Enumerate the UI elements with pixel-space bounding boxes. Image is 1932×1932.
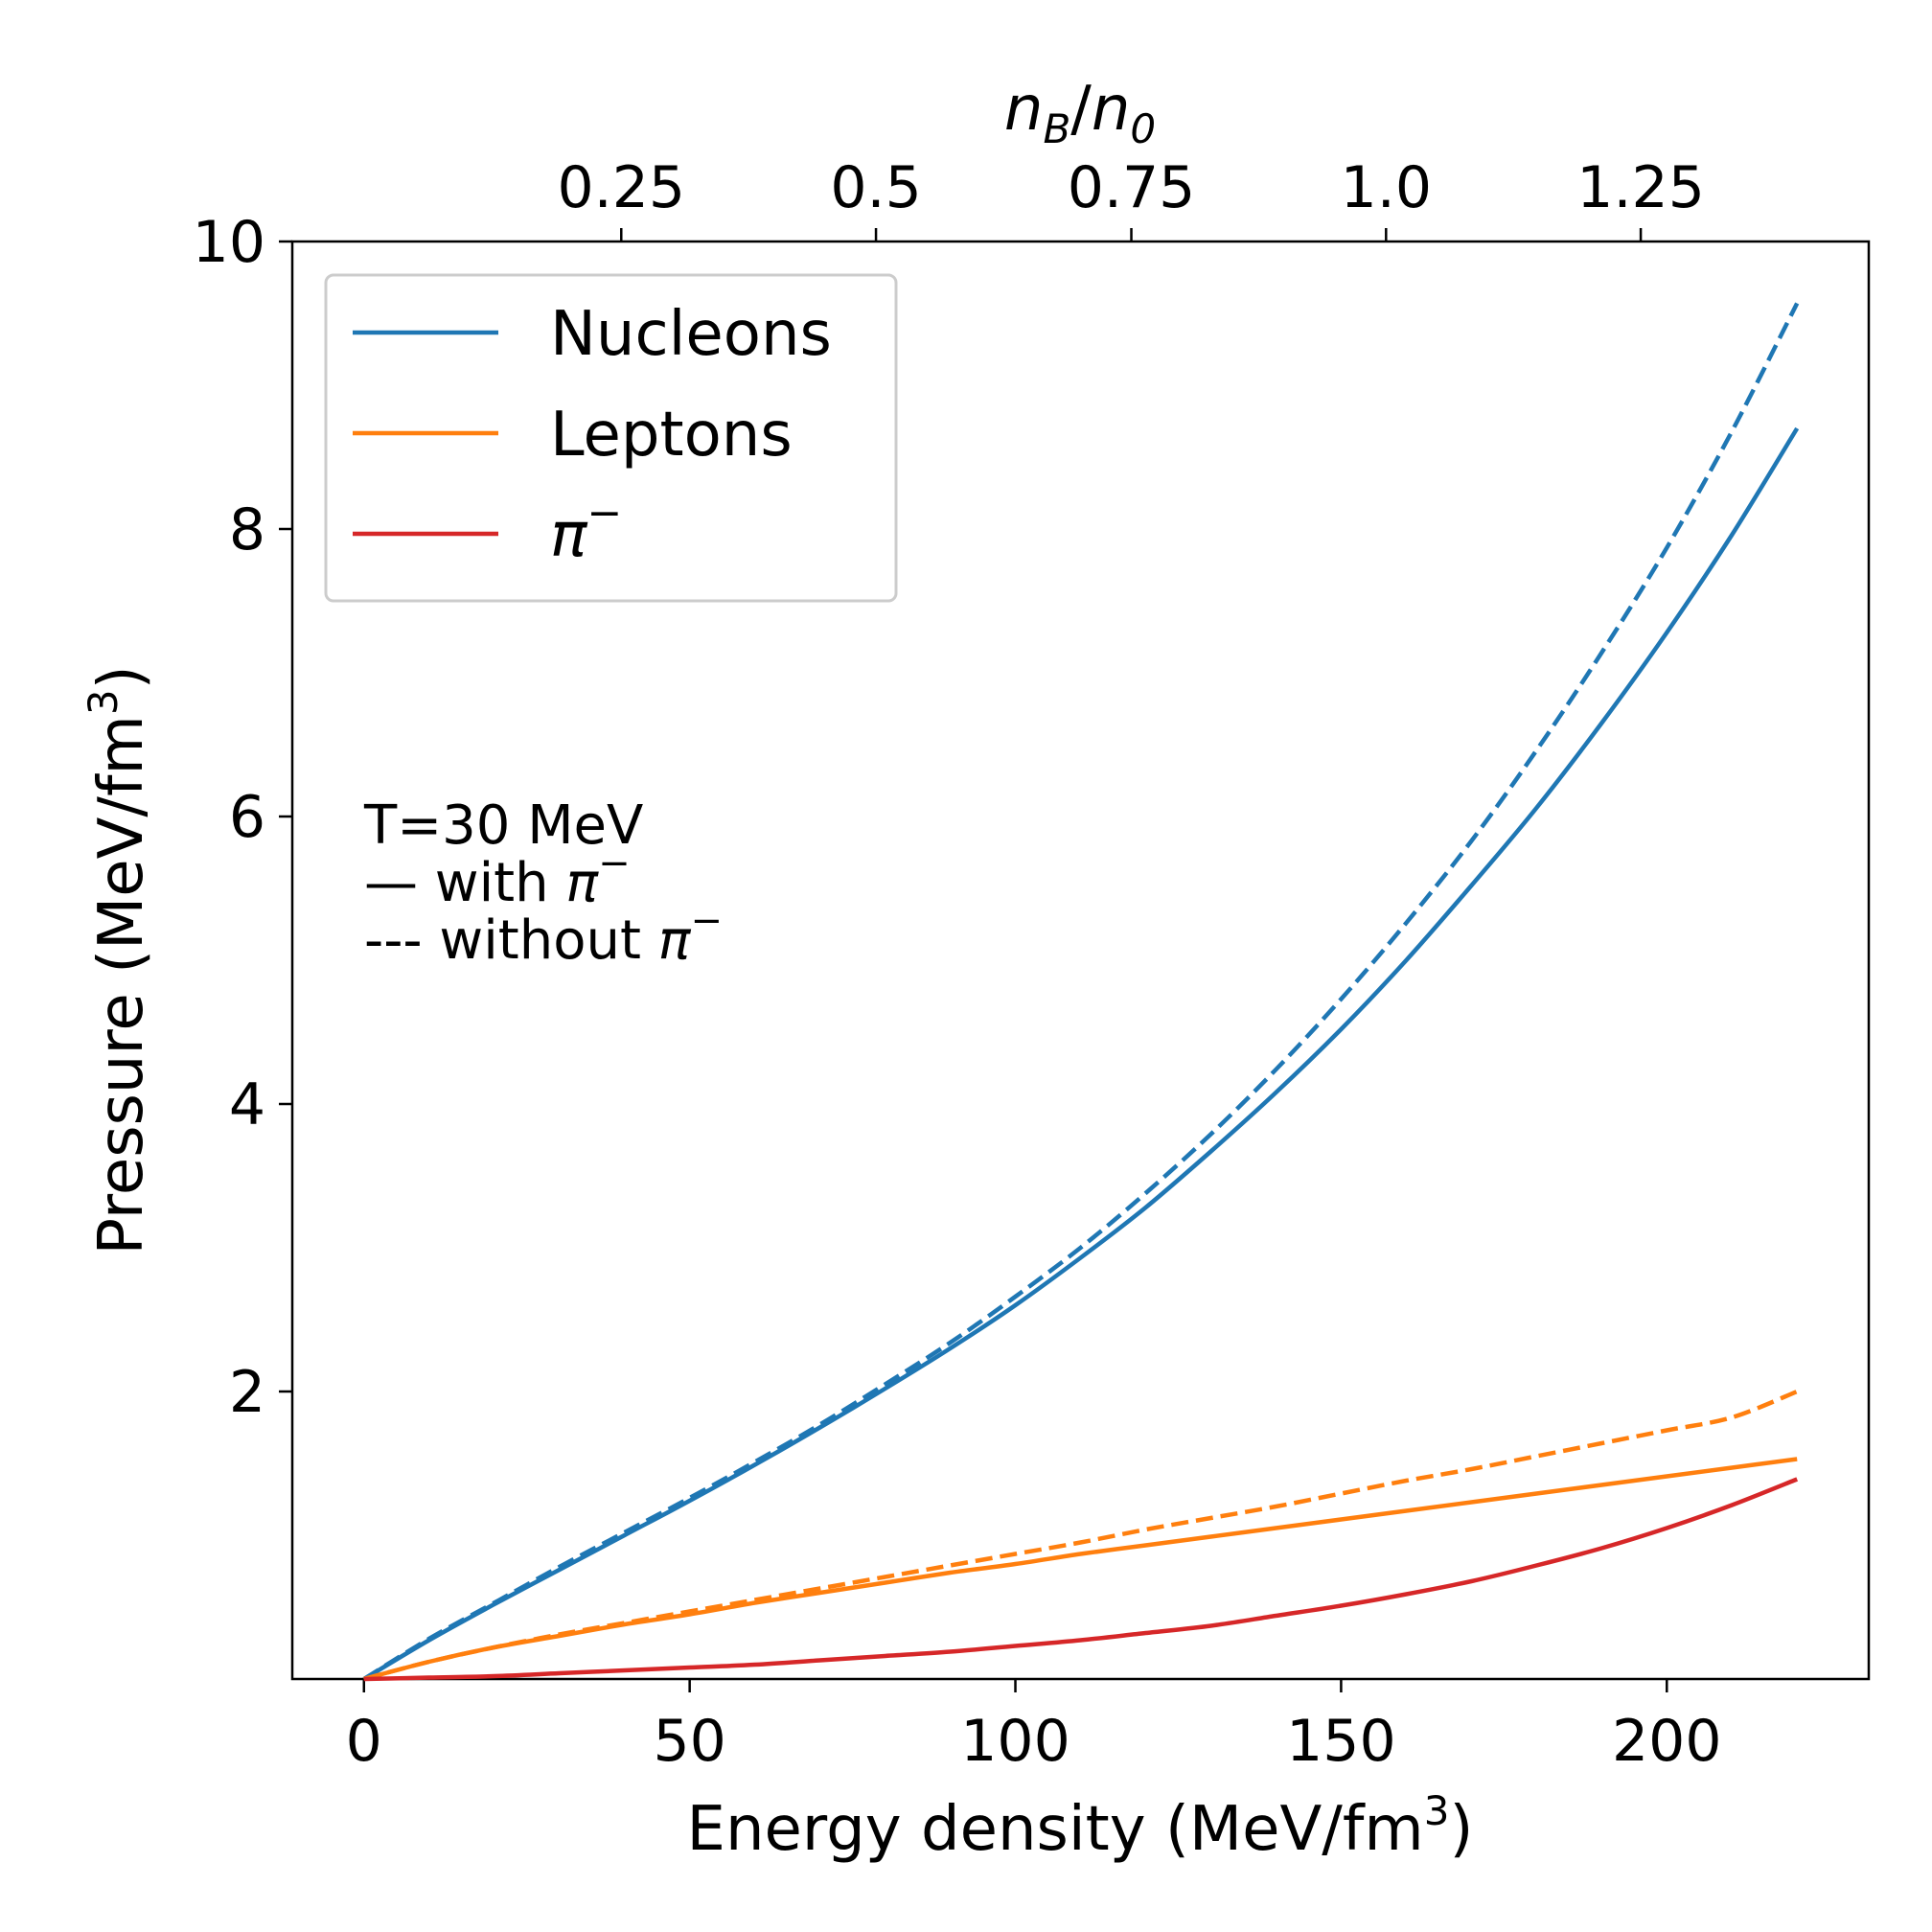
annotation: T=30 MeV — with π− --- without π− [363, 794, 723, 972]
legend-label-leptons: Leptons [550, 400, 793, 471]
annotation-with-pion: — with π− [364, 841, 631, 914]
y-tick-label: 10 [193, 209, 265, 276]
y-axis-title: Pressure (MeV/fm3) [80, 665, 157, 1254]
y-tick-label: 6 [229, 784, 265, 851]
y-tick-label: 4 [229, 1071, 265, 1138]
top-tick-label: 1.25 [1576, 154, 1705, 221]
axis-ticks: 0 50 100 150 200 2 4 6 8 10 0.25 0.5 0.75 1.0 1.25 [193, 154, 1722, 1775]
top-tick-label: 0.75 [1068, 154, 1196, 221]
series-layer [362, 302, 1800, 1682]
legend-label-nucleons: Nucleons [550, 299, 832, 370]
legend-box [324, 273, 898, 603]
x-axis-title: Energy density (MeV/fm3) [687, 1787, 1474, 1865]
top-tick-label: 1.0 [1341, 154, 1432, 221]
x-tick-label: 100 [960, 1708, 1070, 1775]
annotation-without-pion: --- without π− [364, 899, 723, 972]
annotation-temperature: T=30 MeV [363, 794, 643, 857]
legend-label-pion: π− [550, 489, 622, 571]
series-line-1 [362, 302, 1800, 1681]
top-tick-label: 0.5 [830, 154, 921, 221]
series-line-3 [363, 1389, 1799, 1682]
x-tick-label: 0 [346, 1708, 382, 1775]
y-tick-label: 2 [229, 1359, 265, 1426]
top-axis-title: nB/n0 [1004, 74, 1156, 152]
y-tick-label: 8 [229, 496, 265, 564]
legend: Nucleons Leptons π− [324, 273, 898, 603]
plot-frame [290, 240, 1871, 1681]
series-line-4 [363, 1477, 1799, 1682]
x-tick-label: 200 [1612, 1708, 1722, 1775]
x-tick-label: 150 [1286, 1708, 1396, 1775]
series-line-0 [362, 426, 1800, 1681]
x-tick-label: 50 [653, 1708, 725, 1775]
top-tick-label: 0.25 [557, 154, 685, 221]
series-line-2 [363, 1457, 1798, 1682]
